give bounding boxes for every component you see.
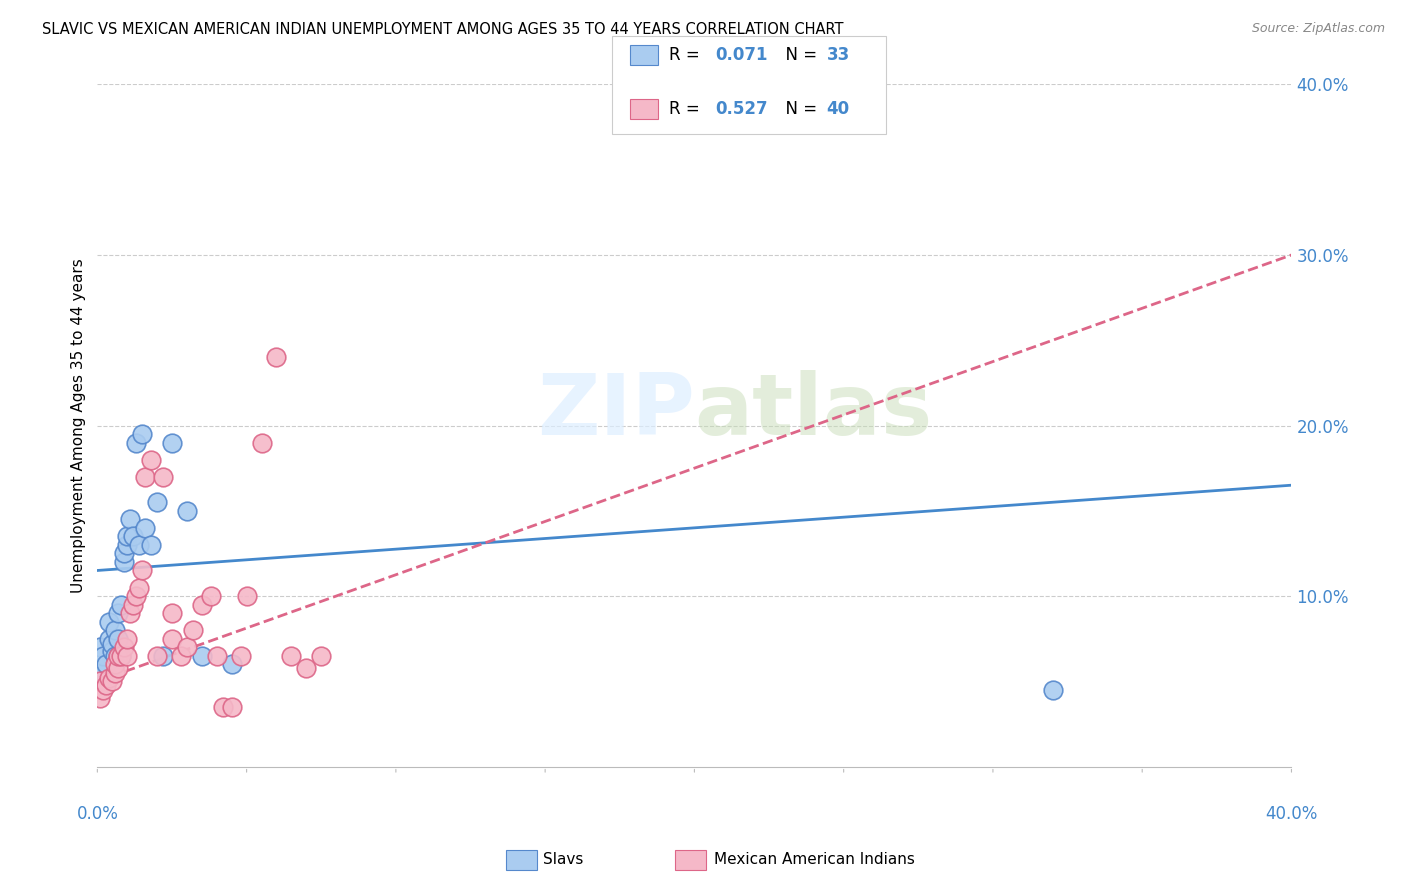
Point <box>112 555 135 569</box>
Point <box>122 529 145 543</box>
Point <box>110 648 132 663</box>
Point <box>191 648 214 663</box>
Text: R =: R = <box>669 46 706 64</box>
Point <box>115 529 138 543</box>
Point <box>115 538 138 552</box>
Point <box>139 452 162 467</box>
Text: Source: ZipAtlas.com: Source: ZipAtlas.com <box>1251 22 1385 36</box>
Point <box>134 521 156 535</box>
Point <box>170 648 193 663</box>
Point <box>98 615 121 629</box>
Point <box>91 682 114 697</box>
Point <box>96 657 118 672</box>
Point <box>104 657 127 672</box>
Point <box>98 632 121 646</box>
Point <box>110 598 132 612</box>
Point <box>1042 682 1064 697</box>
Point <box>96 678 118 692</box>
Text: 40: 40 <box>827 100 849 118</box>
Point <box>115 632 138 646</box>
Point <box>89 640 111 655</box>
Point <box>250 435 273 450</box>
Point <box>110 648 132 663</box>
Text: 40.0%: 40.0% <box>1265 805 1317 823</box>
Text: 0.071: 0.071 <box>716 46 768 64</box>
Point <box>122 598 145 612</box>
Point <box>191 598 214 612</box>
Point <box>107 648 129 663</box>
Point <box>101 643 124 657</box>
Point <box>221 699 243 714</box>
Point <box>107 606 129 620</box>
Point <box>160 606 183 620</box>
Text: ZIP: ZIP <box>537 370 695 453</box>
Point <box>229 648 252 663</box>
Point <box>152 648 174 663</box>
Point <box>120 512 142 526</box>
Text: Slavs: Slavs <box>543 853 583 867</box>
Point <box>107 648 129 663</box>
Text: Mexican American Indians: Mexican American Indians <box>714 853 915 867</box>
Point <box>211 699 233 714</box>
Text: atlas: atlas <box>695 370 932 453</box>
Text: N =: N = <box>775 100 823 118</box>
Point <box>125 589 148 603</box>
Point <box>134 469 156 483</box>
Point <box>309 648 332 663</box>
Text: SLAVIC VS MEXICAN AMERICAN INDIAN UNEMPLOYMENT AMONG AGES 35 TO 44 YEARS CORRELA: SLAVIC VS MEXICAN AMERICAN INDIAN UNEMPL… <box>42 22 844 37</box>
Point <box>91 648 114 663</box>
Point <box>200 589 222 603</box>
Text: 0.527: 0.527 <box>716 100 768 118</box>
Text: 33: 33 <box>827 46 851 64</box>
Point <box>176 640 198 655</box>
Point <box>266 351 288 365</box>
Point <box>115 648 138 663</box>
Point <box>101 637 124 651</box>
Point <box>152 469 174 483</box>
Point <box>295 661 318 675</box>
Point <box>139 538 162 552</box>
Point <box>128 581 150 595</box>
Point <box>107 632 129 646</box>
Point <box>89 665 111 680</box>
Point <box>104 623 127 637</box>
Point <box>98 671 121 685</box>
Point <box>146 648 169 663</box>
Point <box>146 495 169 509</box>
Point <box>131 564 153 578</box>
Point <box>89 674 111 689</box>
Text: N =: N = <box>775 46 823 64</box>
Y-axis label: Unemployment Among Ages 35 to 44 years: Unemployment Among Ages 35 to 44 years <box>72 258 86 593</box>
Point <box>107 661 129 675</box>
Point <box>235 589 257 603</box>
Point <box>205 648 228 663</box>
Text: 0.0%: 0.0% <box>76 805 118 823</box>
Point <box>160 435 183 450</box>
Text: R =: R = <box>669 100 706 118</box>
Point <box>176 504 198 518</box>
Point <box>112 546 135 560</box>
Point <box>125 435 148 450</box>
Point <box>101 674 124 689</box>
Point <box>131 427 153 442</box>
Point <box>280 648 302 663</box>
Point <box>128 538 150 552</box>
Point <box>160 632 183 646</box>
Point <box>221 657 243 672</box>
Point <box>104 648 127 663</box>
Point <box>104 665 127 680</box>
Point <box>112 640 135 655</box>
Point <box>89 691 111 706</box>
Point <box>181 623 204 637</box>
Point <box>120 606 142 620</box>
